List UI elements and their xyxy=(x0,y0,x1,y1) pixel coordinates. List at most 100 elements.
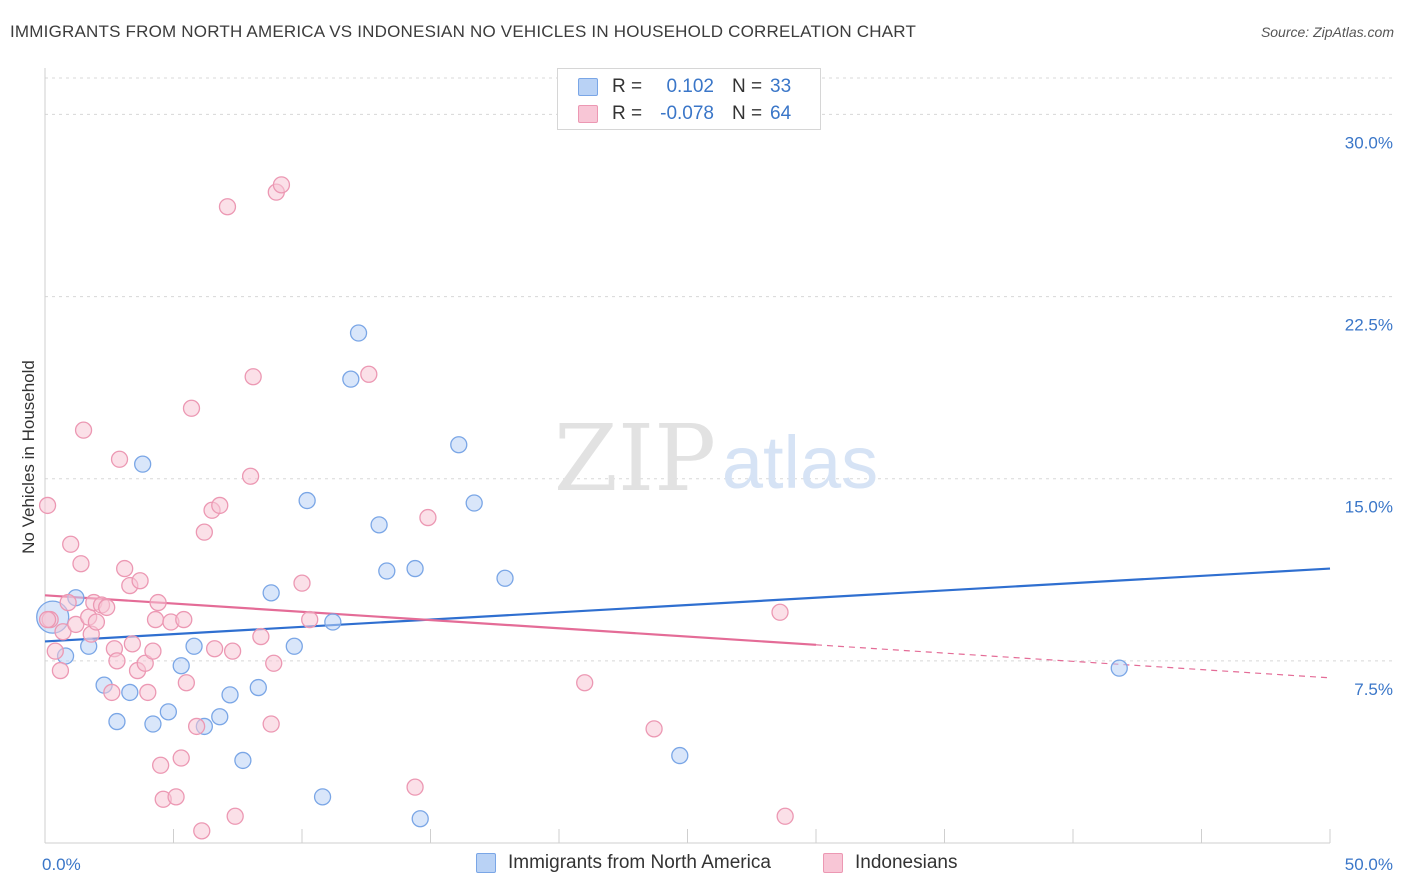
legend-r-value: -0.078 xyxy=(660,103,714,124)
pink-trend-line-dashed xyxy=(815,644,1331,679)
pink-point xyxy=(87,613,106,631)
series-swatch-pink xyxy=(823,853,843,873)
watermark-zip: ZIP xyxy=(554,405,716,512)
blue-point xyxy=(221,686,239,704)
legend-row-indonesians: R = -0.078 N = 64 xyxy=(578,102,791,126)
tick-labels: 7.5% 15.0% 22.5% 30.0% 0.0% 50.0% xyxy=(42,133,1393,874)
pink-point xyxy=(419,508,437,527)
pink-point xyxy=(252,627,270,646)
blue-point xyxy=(185,637,203,655)
blue-point xyxy=(406,559,424,578)
series-legend-label: Immigrants from North America xyxy=(508,852,771,873)
blue-point xyxy=(450,436,468,454)
blue-point xyxy=(411,810,429,828)
blue-point xyxy=(172,657,190,675)
pink-point xyxy=(167,788,185,806)
pink-point xyxy=(131,572,149,590)
blue-point xyxy=(313,788,332,806)
pink-point xyxy=(576,674,594,692)
pink-point xyxy=(38,610,57,629)
legend-n-label: N = xyxy=(732,103,763,124)
series-legend-indonesians[interactable]: Indonesians xyxy=(823,852,957,874)
blue-point xyxy=(262,584,280,602)
pink-point xyxy=(54,623,72,641)
pink-point xyxy=(244,368,262,386)
legend-n-label: N = xyxy=(732,76,763,97)
blue-trend-line xyxy=(44,567,1331,643)
pink-point xyxy=(123,635,142,653)
pink-point xyxy=(62,535,80,553)
trend-lines xyxy=(44,567,1331,679)
blue-point xyxy=(1110,659,1128,677)
pink-point xyxy=(301,610,319,629)
pink-point xyxy=(151,756,170,774)
series-legend-label: Indonesians xyxy=(855,852,958,873)
legend-n-value: 33 xyxy=(770,76,792,97)
pink-point xyxy=(116,559,134,578)
blue-point xyxy=(234,751,252,770)
pink-point xyxy=(172,749,190,767)
pink-point xyxy=(241,467,260,485)
legend-swatch-pink xyxy=(578,105,598,123)
pink-point xyxy=(193,822,211,840)
pink-point xyxy=(293,574,311,592)
blue-point xyxy=(496,569,514,587)
pink-point xyxy=(776,807,794,825)
blue-point xyxy=(159,703,178,721)
pink-point xyxy=(149,593,167,612)
blue-point xyxy=(298,491,316,510)
pink-point xyxy=(72,555,90,573)
pink-point xyxy=(195,523,213,541)
pink-point xyxy=(74,421,93,439)
axes xyxy=(44,68,1331,844)
series-legend: Immigrants from North America Indonesian… xyxy=(0,852,1406,878)
pink-point xyxy=(98,598,116,617)
pink-point xyxy=(272,176,291,194)
pink-point xyxy=(226,807,244,825)
chart-title: IMMIGRANTS FROM NORTH AMERICA VS INDONES… xyxy=(10,22,917,41)
y-axis-label: No Vehicles in Household xyxy=(19,360,38,554)
pink-point xyxy=(51,661,70,680)
series-swatch-blue xyxy=(476,853,496,873)
legend-row-north-america: R = 0.102 N = 33 xyxy=(578,75,791,99)
blue-point xyxy=(121,683,139,702)
blue-point xyxy=(134,455,152,473)
source-label: Source: ZipAtlas.com xyxy=(1260,24,1394,40)
legend-swatch-blue xyxy=(578,78,598,96)
watermark-atlas: atlas xyxy=(722,421,878,504)
pink-point xyxy=(38,496,57,515)
pink-point xyxy=(265,654,283,672)
pink-point xyxy=(175,610,193,629)
pink-point xyxy=(223,642,242,660)
pink-point xyxy=(110,450,129,468)
blue-point xyxy=(285,637,303,655)
y-tick-label: 7.5% xyxy=(1354,680,1393,699)
blue-point xyxy=(342,370,360,388)
blue-point xyxy=(108,712,126,731)
y-tick-label: 30.0% xyxy=(1345,133,1393,152)
pink-point xyxy=(177,674,196,692)
legend-r-label: R = xyxy=(612,76,643,97)
blue-point xyxy=(349,324,368,342)
pink-point xyxy=(144,642,162,660)
pink-point xyxy=(187,717,206,736)
blue-point xyxy=(370,516,388,534)
pink-point xyxy=(59,593,77,612)
x-tick-label: 50.0% xyxy=(1345,855,1393,874)
pink-point xyxy=(146,610,165,629)
blue-point xyxy=(378,562,396,580)
pink-point xyxy=(46,642,64,660)
pink-point xyxy=(205,640,224,658)
pink-point xyxy=(771,603,789,621)
blue-point xyxy=(671,746,689,765)
blue-point xyxy=(249,678,267,697)
pink-point xyxy=(645,720,663,738)
blue-point xyxy=(211,708,229,726)
legend-r-label: R = xyxy=(612,103,643,124)
series-legend-north-america[interactable]: Immigrants from North America xyxy=(476,852,771,874)
pink-point xyxy=(136,654,154,672)
pink-point xyxy=(139,683,157,702)
pink-point xyxy=(67,615,85,634)
blue-point xyxy=(465,494,483,512)
